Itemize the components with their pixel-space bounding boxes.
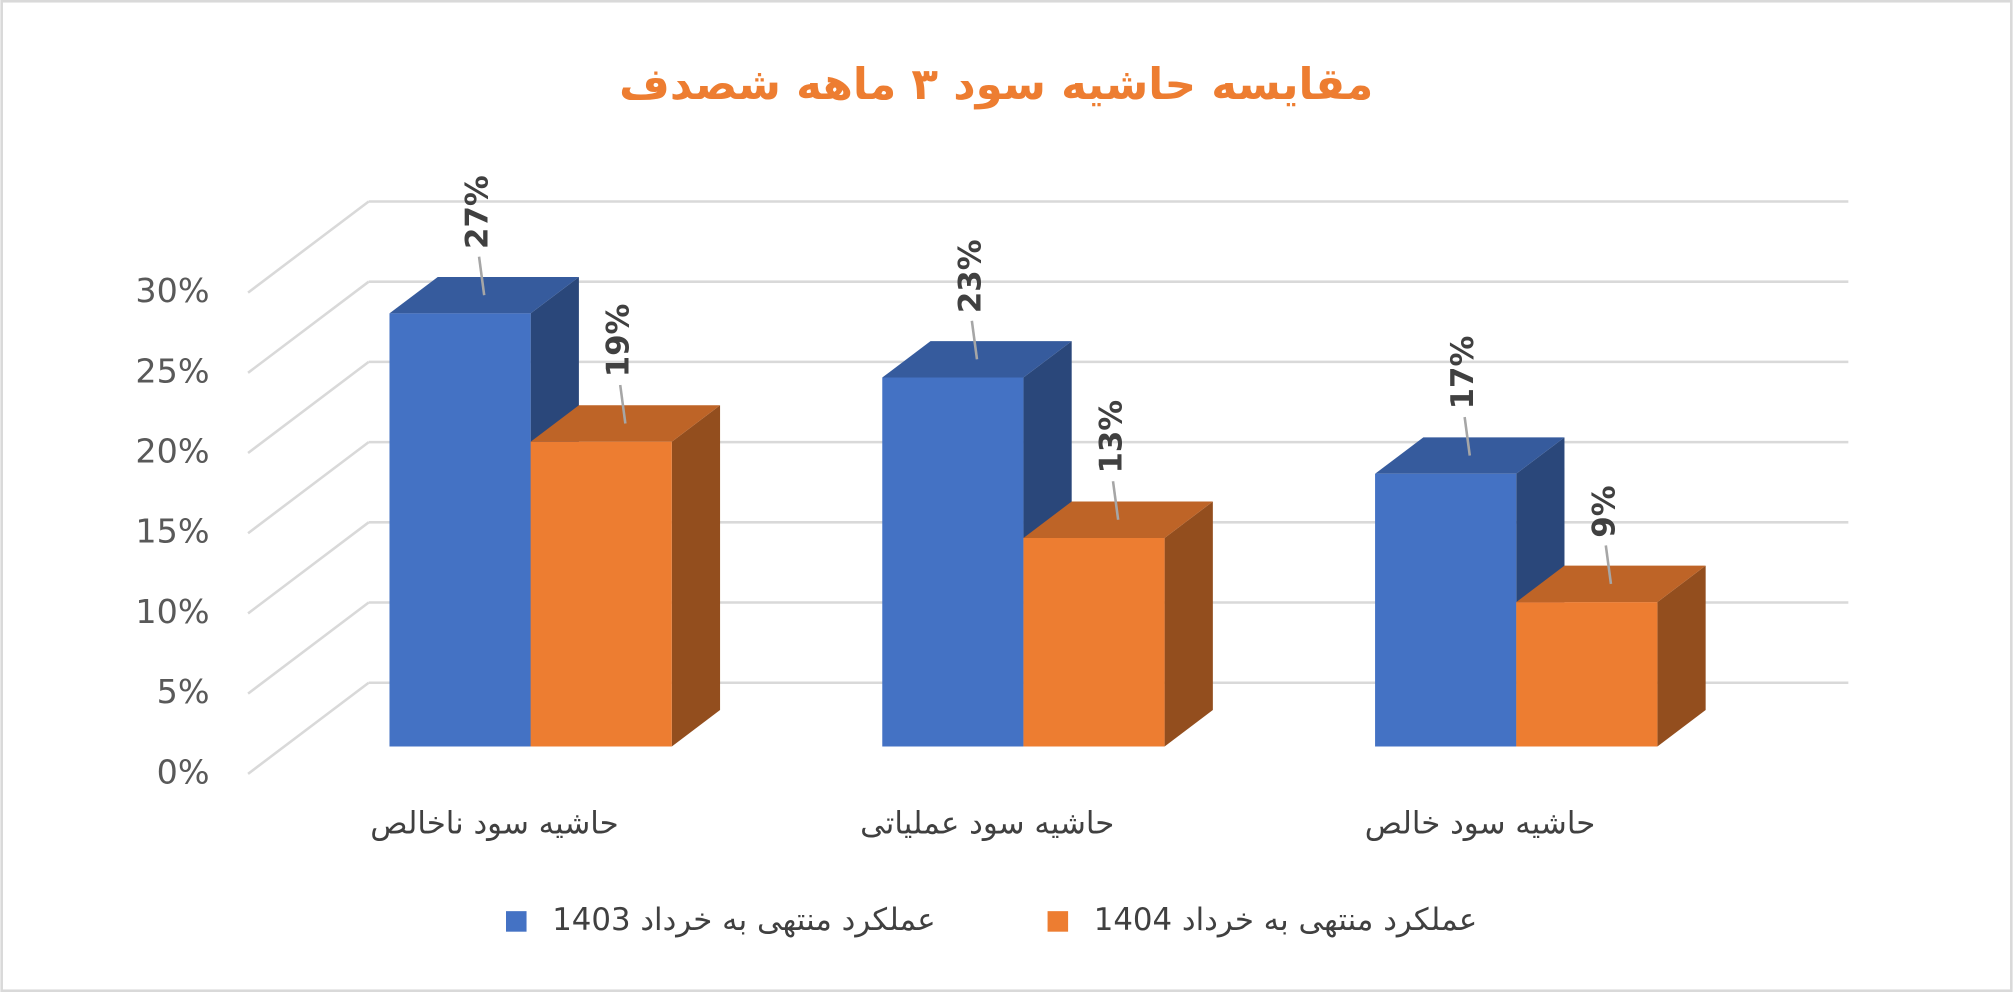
- legend-swatch: [506, 911, 527, 932]
- chart-title: مقایسه حاشیه سود ۳ ماهه شصدف: [619, 60, 1373, 110]
- bar: [530, 405, 721, 747]
- x-tick-label: حاشیه سود ناخالص: [370, 806, 618, 842]
- x-tick-label: حاشیه سود خالص: [1365, 806, 1595, 842]
- legend-label: عملکرد منتهی به خرداد 1403: [552, 902, 935, 938]
- x-tick-label: حاشیه سود عملیاتی: [860, 806, 1114, 842]
- y-tick-label: 0%: [157, 752, 210, 791]
- y-tick-label: 10%: [135, 592, 209, 631]
- y-tick-label: 20%: [135, 432, 209, 471]
- grid-line: [247, 441, 370, 535]
- bar-front: [530, 441, 672, 747]
- grid-line: [247, 280, 370, 374]
- grid-line: [247, 521, 370, 615]
- bar: [1516, 565, 1706, 747]
- leader-line: [477, 256, 486, 296]
- data-label: 13%: [1094, 400, 1130, 474]
- y-tick-label: 25%: [135, 351, 209, 390]
- leader-line: [970, 320, 979, 360]
- grid-line: [247, 681, 370, 775]
- y-tick-label: 15%: [135, 512, 209, 551]
- bar-top: [882, 341, 1072, 378]
- bar-front: [1023, 537, 1165, 747]
- bar-side: [1164, 501, 1213, 747]
- data-label: 9%: [1586, 485, 1622, 537]
- bar-front: [389, 313, 531, 747]
- bar: [1023, 501, 1213, 747]
- grid-line: [247, 601, 370, 695]
- grid-line: [247, 200, 370, 294]
- data-label: 17%: [1445, 336, 1481, 410]
- leader-line: [1463, 416, 1472, 456]
- bar-front: [882, 377, 1024, 747]
- data-label: 27%: [460, 175, 496, 249]
- data-label: 23%: [952, 239, 988, 313]
- bar-top: [530, 405, 721, 442]
- bar-front: [1516, 602, 1658, 747]
- bar-side: [1657, 565, 1706, 747]
- leader-line: [1604, 545, 1613, 585]
- bar-side: [671, 405, 721, 747]
- y-tick-label: 30%: [135, 271, 209, 310]
- data-label: 19%: [601, 304, 637, 378]
- y-tick-label: 5%: [157, 672, 210, 711]
- bar-top: [1023, 501, 1213, 538]
- legend-label: عملکرد منتهی به خرداد 1404: [1094, 902, 1477, 938]
- leader-line: [1111, 481, 1120, 520]
- bar-front: [1375, 473, 1517, 747]
- legend-swatch: [1047, 911, 1069, 932]
- leader-line: [618, 384, 627, 424]
- grid-line: [247, 360, 370, 455]
- bar-top: [1375, 437, 1565, 474]
